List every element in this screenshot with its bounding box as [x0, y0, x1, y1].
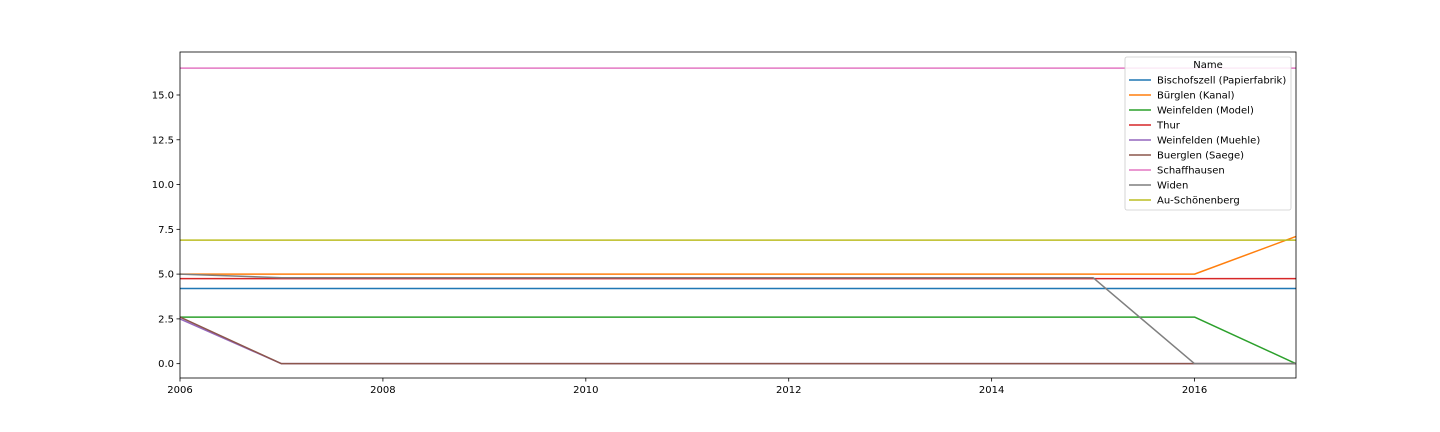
legend: Name Bischofszell (Papierfabrik) Bürglen …: [1124, 56, 1292, 211]
series-line-5: [180, 318, 1296, 365]
legend-label: Bischofszell (Papierfabrik): [1157, 76, 1286, 87]
y-tick-label: 2.5: [158, 314, 174, 325]
y-tick-label: 15.0: [152, 90, 174, 101]
x-tick-label: 2006: [167, 385, 192, 396]
legend-label: Bürglen (Kanal): [1157, 91, 1235, 102]
legend-label: Schaffhausen: [1157, 166, 1225, 177]
series-layer: [180, 67, 1296, 365]
legend-label: Widen: [1157, 181, 1188, 192]
series-line-2: [180, 235, 1296, 275]
series-line-3: [180, 316, 1296, 365]
legend-label: Thur: [1156, 121, 1181, 132]
x-tick-label: 2014: [979, 385, 1004, 396]
series-line-6: [180, 316, 1296, 365]
y-tick-label: 0.0: [158, 359, 174, 370]
series-line-8: [180, 273, 1296, 365]
plot-frame: [179, 51, 1297, 379]
y-tick-label: 7.5: [158, 225, 174, 236]
legend-title: Name: [1193, 60, 1223, 71]
y-tick-label: 10.0: [152, 180, 174, 191]
y-tick-label: 12.5: [152, 135, 174, 146]
y-tick-label: 5.0: [158, 270, 174, 281]
legend-label: Au-Schönenberg: [1157, 196, 1240, 207]
legend-label: Weinfelden (Model): [1157, 106, 1254, 117]
axes-layer: 2006 2008 2010 2012 2014 2016 0.0 2.5 5.0 7.5 10.0…: [152, 51, 1297, 396]
x-tick-label: 2016: [1182, 385, 1207, 396]
legend-box: [1124, 56, 1292, 211]
x-tick-label: 2008: [370, 385, 395, 396]
legend-label: Buerglen (Saege): [1157, 151, 1244, 162]
legend-label: Weinfelden (Muehle): [1157, 136, 1260, 147]
x-tick-label: 2012: [776, 385, 801, 396]
x-tick-label: 2010: [573, 385, 598, 396]
